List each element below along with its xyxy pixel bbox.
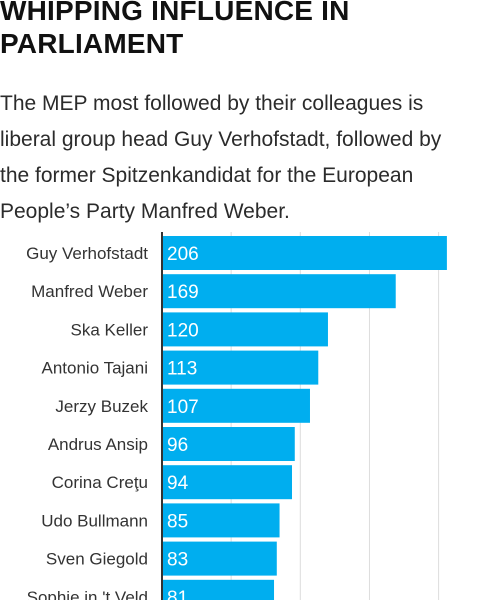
bar [162, 541, 277, 576]
bar [162, 388, 310, 423]
bar-value-label: 169 [167, 282, 199, 303]
chart-subtitle: The MEP most followed by their colleague… [0, 92, 442, 223]
category-label: Corina Creţu [52, 473, 148, 492]
bar [162, 350, 319, 385]
bar-value-label: 206 [167, 244, 199, 265]
bar [162, 465, 293, 500]
category-label: Jerzy Buzek [55, 397, 148, 416]
bar [162, 579, 275, 600]
category-label: Sophie in 't Veld [27, 588, 148, 600]
bar [162, 312, 328, 347]
bar-value-label: 94 [167, 473, 189, 494]
category-label: Ska Keller [71, 320, 149, 339]
bar-value-label: 113 [167, 359, 197, 380]
bar-chart: 206 Guy Verhofstadt 169 Manfred Weber 120 Ska… [26, 232, 447, 600]
bar-value-label: 85 [167, 511, 188, 532]
category-label: Guy Verhofstadt [26, 244, 148, 263]
category-label: Manfred Weber [31, 282, 148, 301]
chart-title: WHIPPING INFLUENCE IN PARLIAMENT [0, 0, 350, 59]
category-label: Udo Bullmann [41, 511, 148, 530]
bar-value-label: 107 [167, 397, 199, 418]
bar-value-label: 83 [167, 550, 188, 571]
bar [162, 427, 295, 461]
category-label: Antonio Tajani [42, 359, 149, 378]
bar-value-label: 81 [167, 588, 188, 600]
bar-value-label: 120 [167, 320, 199, 341]
category-label: Andrus Ansip [48, 435, 148, 454]
bar [162, 274, 396, 309]
bar-value-label: 96 [167, 435, 188, 456]
bar [162, 236, 447, 270]
bar [162, 503, 280, 538]
category-label: Sven Giegold [46, 550, 148, 569]
